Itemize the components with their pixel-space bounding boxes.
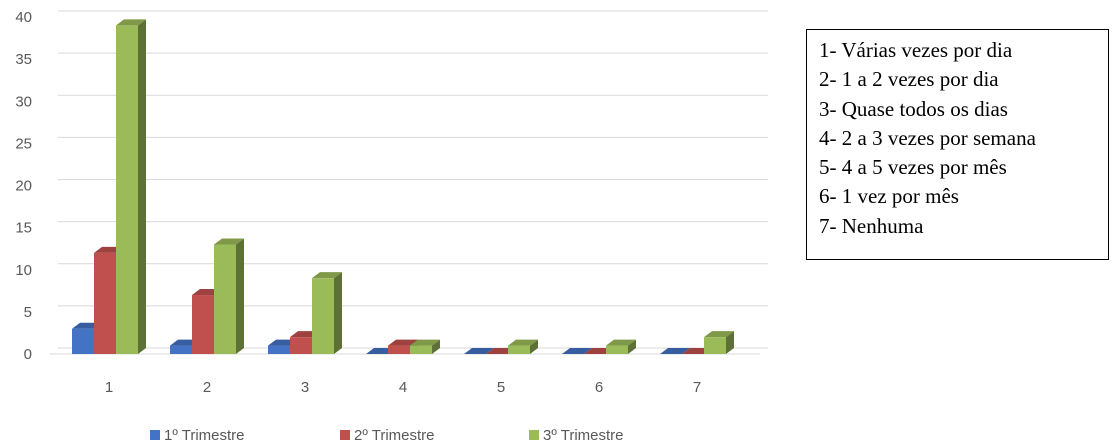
legend-swatch (150, 430, 160, 440)
bar (410, 339, 440, 354)
chart-legend: 1º Trimestre 2º Trimestre 3º Trimestre (150, 427, 624, 444)
key-item: 4- 2 a 3 vezes por semana (819, 125, 1036, 150)
bar (464, 348, 494, 354)
y-tick-label: 35 (15, 51, 32, 68)
key-item: 3- Quase todos os dias (819, 96, 1008, 121)
x-tick-label: 6 (595, 379, 603, 396)
bar (704, 331, 734, 354)
x-tick-label: 5 (497, 379, 505, 396)
bar (606, 339, 636, 354)
legend-label: 3º Trimestre (543, 427, 624, 444)
category-key-box: 1- Várias vezes por dia 2- 1 a 2 vezes p… (806, 29, 1109, 260)
legend-label: 2º Trimestre (354, 427, 435, 444)
y-tick-label: 25 (15, 135, 32, 152)
y-tick-label: 5 (24, 304, 32, 321)
legend-item: 2º Trimestre (340, 427, 435, 444)
bar (562, 348, 592, 354)
y-tick-label: 30 (15, 93, 32, 110)
legend-item: 1º Trimestre (150, 427, 245, 444)
legend-item: 3º Trimestre (529, 427, 624, 444)
legend-swatch (529, 430, 539, 440)
legend-swatch (340, 430, 350, 440)
bar (312, 272, 342, 354)
y-tick-label: 40 (15, 9, 32, 26)
key-item: 6- 1 vez por mês (819, 184, 959, 209)
bar (116, 19, 146, 355)
key-item: 2- 1 a 2 vezes por dia (819, 67, 999, 92)
x-tick-label: 1 (105, 379, 113, 396)
legend-label: 1º Trimestre (164, 427, 245, 444)
y-tick-label: 10 (15, 262, 32, 279)
x-axis-ticks: 1 2 3 4 5 6 7 (105, 379, 701, 396)
y-tick-label: 15 (15, 220, 32, 237)
chart-bars (72, 19, 734, 355)
x-tick-label: 3 (301, 379, 309, 396)
key-item: 1- Várias vezes por dia (819, 38, 1013, 62)
bar (660, 348, 690, 354)
y-tick-label: 20 (15, 178, 32, 195)
x-tick-label: 7 (693, 379, 701, 396)
x-tick-label: 4 (399, 379, 407, 396)
y-tick-label: 0 (24, 346, 32, 363)
y-axis-ticks: 0 5 10 15 20 25 30 35 40 (15, 9, 32, 363)
key-item: 5- 4 a 5 vezes por mês (819, 155, 1007, 180)
bar (214, 238, 244, 354)
bar (508, 339, 538, 354)
x-tick-label: 2 (203, 379, 211, 396)
key-item: 7- Nenhuma (819, 213, 924, 238)
bar-chart: 0 5 10 15 20 25 30 35 40 1 2 3 4 5 6 7 1º Trimestre 2º … (15, 9, 768, 444)
chart-gridlines (50, 10, 768, 355)
